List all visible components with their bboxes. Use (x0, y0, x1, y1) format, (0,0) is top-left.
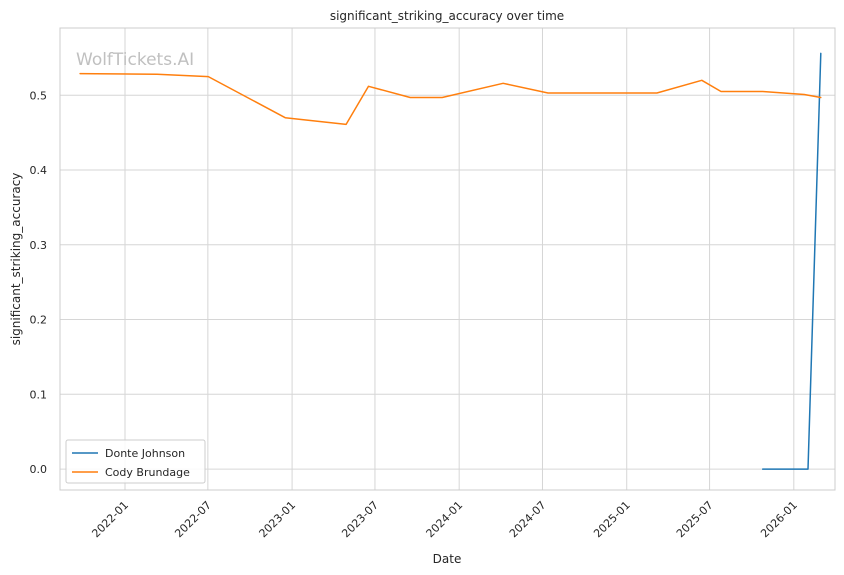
y-tick-label: 0.0 (30, 463, 48, 476)
y-tick-label: 0.5 (30, 89, 48, 102)
x-tick-label: 2025-07 (674, 499, 716, 541)
y-tick-label: 0.3 (30, 239, 48, 252)
legend-label-0: Donte Johnson (105, 447, 185, 460)
series-lines (79, 52, 822, 470)
plot-area-frame (59, 27, 836, 491)
series-line-1 (79, 72, 822, 126)
x-axis-ticks: 2022-01 2022-07 2023-01 2023-07 2024-01 2024-… (89, 499, 799, 541)
chart-title: significant_striking_accuracy over time (330, 9, 564, 23)
legend: Donte Johnson Cody Brundage (65, 439, 206, 484)
x-tick-label: 2024-07 (507, 499, 549, 541)
x-tick-label: 2022-07 (172, 499, 214, 541)
y-tick-label: 0.4 (30, 164, 48, 177)
y-tick-label: 0.1 (30, 388, 48, 401)
x-tick-label: 2022-01 (89, 499, 131, 541)
watermark: WolfTickets.AI (76, 50, 194, 70)
x-tick-label: 2024-01 (424, 499, 466, 541)
series-line-0 (761, 52, 822, 470)
x-tick-label: 2025-01 (591, 499, 633, 541)
x-tick-label: 2023-01 (257, 499, 299, 541)
legend-label-1: Cody Brundage (105, 466, 190, 479)
x-tick-label: 2023-07 (339, 499, 381, 541)
y-tick-label: 0.2 (30, 314, 48, 327)
y-axis-ticks: 0.0 0.1 0.2 0.3 0.4 0.5 (30, 89, 48, 476)
legend-box (65, 439, 206, 484)
x-axis-title: Date (433, 552, 462, 566)
grid (60, 28, 835, 490)
x-tick-label: 2026-01 (758, 499, 800, 541)
y-axis-title: significant_striking_accuracy (9, 173, 23, 346)
